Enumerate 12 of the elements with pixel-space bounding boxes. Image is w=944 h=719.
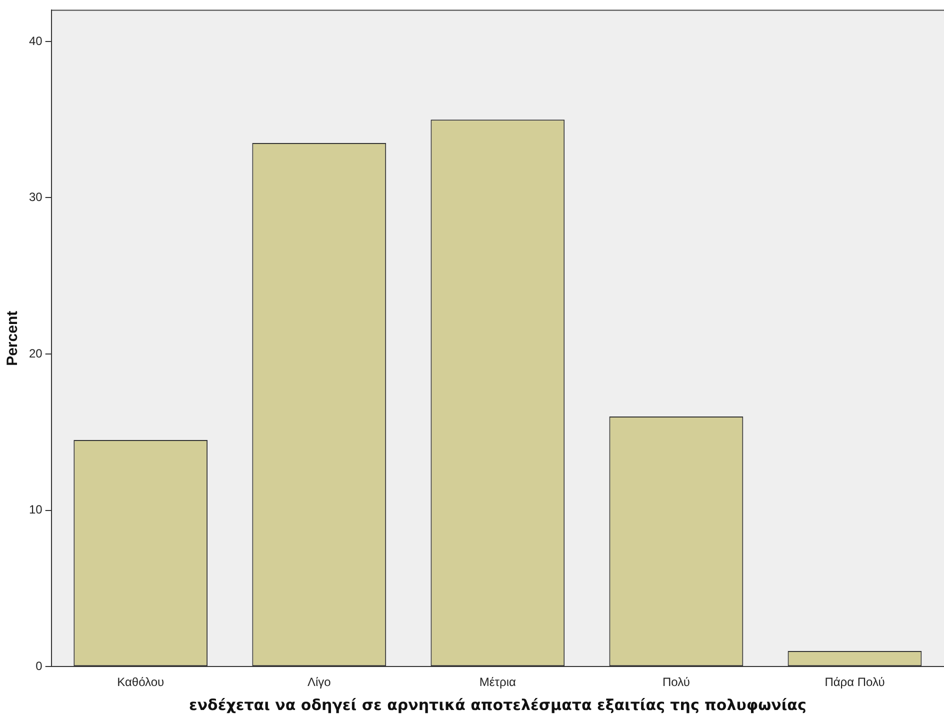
x-tick-label: Λίγο: [307, 675, 332, 690]
y-tick-label: 30: [28, 190, 43, 204]
y-tick-label: 40: [28, 34, 43, 48]
x-tick-label: Πάρα Πολύ: [824, 675, 885, 690]
x-tick-label: Πολύ: [662, 675, 690, 690]
x-tick-label: Μέτρια: [479, 675, 516, 690]
y-tick-label: 0: [36, 658, 43, 673]
y-tick-label: 10: [28, 502, 43, 517]
y-tick-label: 20: [28, 346, 43, 360]
x-tick-label: Καθόλου: [117, 675, 164, 690]
y-axis-title: Percent: [4, 310, 22, 366]
x-axis-title: ενδέχεται να οδηγεί σε αρνητικά αποτελέσματα εξαιτίας της πολυφωνίας: [188, 696, 806, 714]
